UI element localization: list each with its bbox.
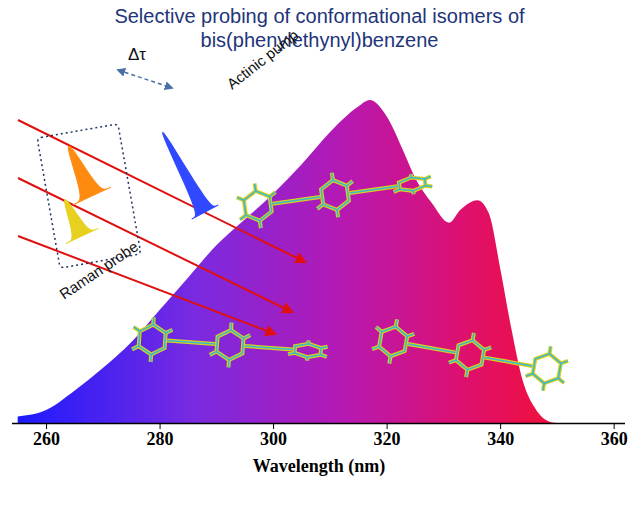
svg-text:Wavelength (nm): Wavelength (nm) — [253, 456, 386, 477]
svg-text:320: 320 — [374, 429, 401, 449]
svg-text:300: 300 — [260, 429, 287, 449]
svg-text:Δτ: Δτ — [128, 45, 146, 64]
svg-text:280: 280 — [147, 429, 174, 449]
svg-text:360: 360 — [601, 429, 628, 449]
svg-text:Actinic pump: Actinic pump — [223, 26, 301, 92]
svg-text:260: 260 — [33, 429, 60, 449]
svg-text:340: 340 — [487, 429, 514, 449]
svg-text:Raman probe: Raman probe — [56, 238, 141, 303]
